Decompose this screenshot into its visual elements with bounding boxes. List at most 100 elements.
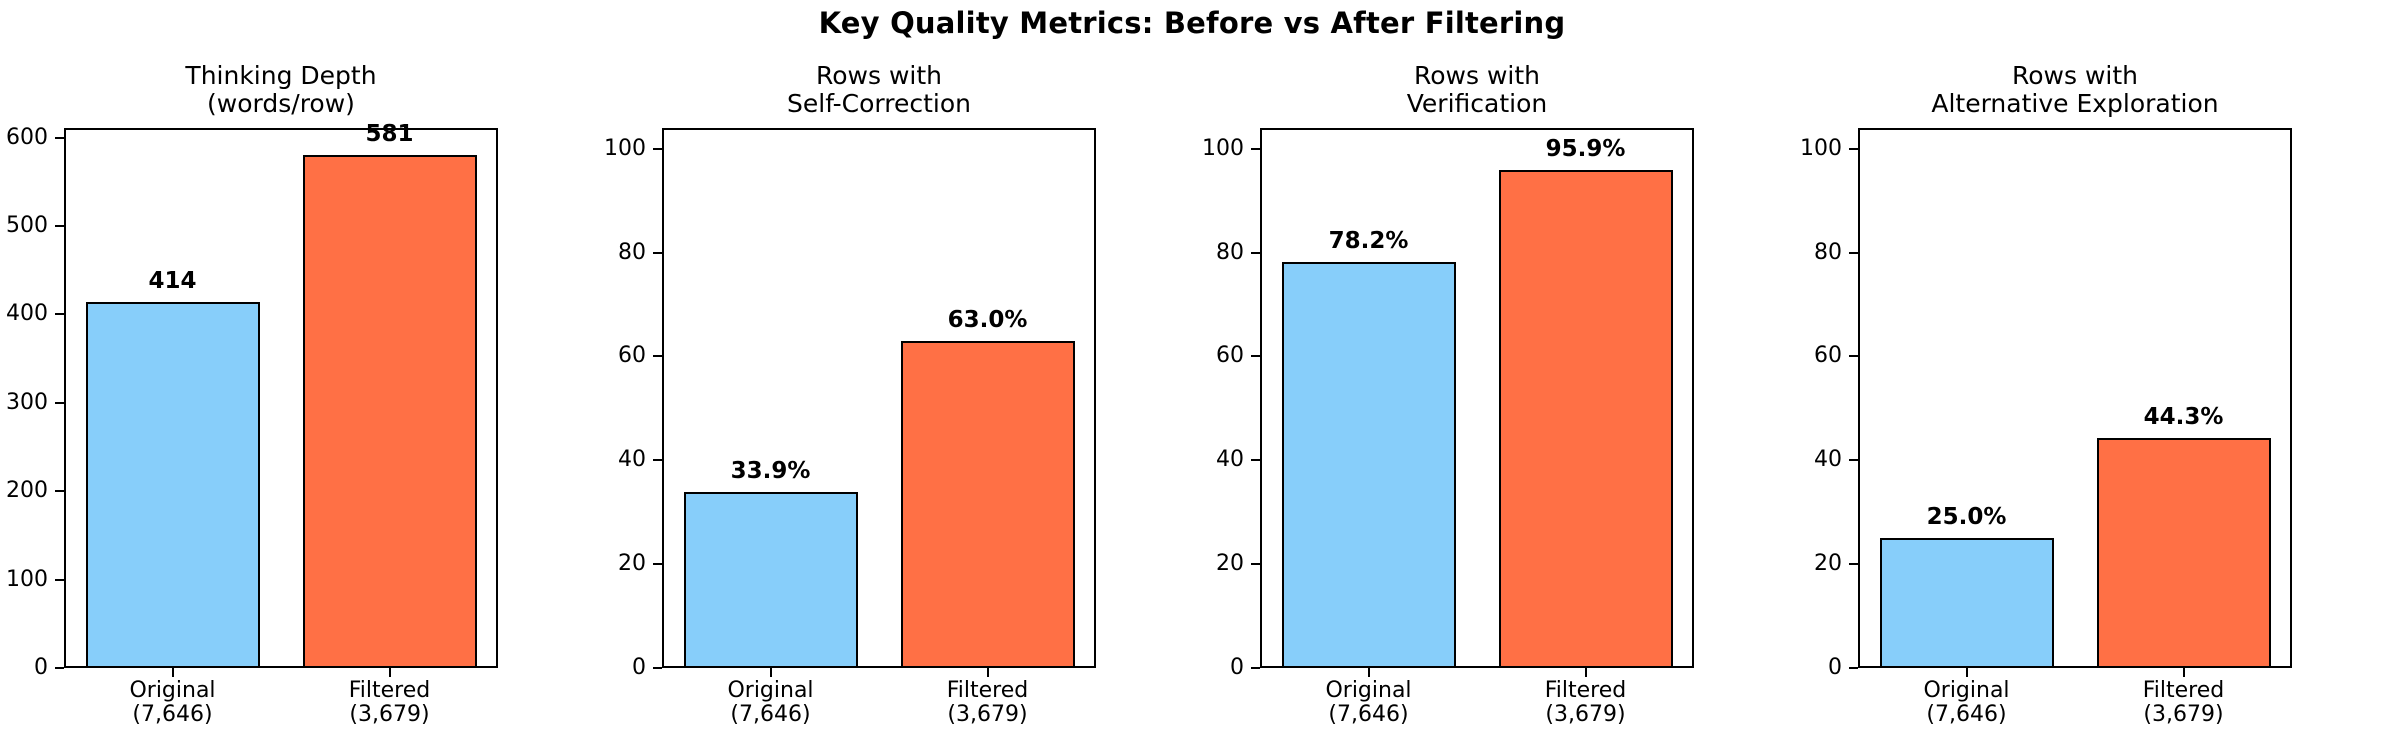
y-tick-label: 0 [1230,655,1244,680]
y-tick-label: 60 [1216,343,1244,369]
x-tick-mark [388,668,391,677]
bar-filtered [901,341,1075,668]
y-tick-label: 40 [1814,447,1842,473]
category-label-count: (7,646) [132,702,213,727]
y-tick-label: 80 [618,239,646,265]
subplot-title: Rows with Verification [1200,62,1754,118]
subplot-title: Thinking Depth (words/row) [4,62,558,118]
y-tick-mark [55,667,64,669]
category-label-name: Original [1923,678,2010,703]
bar-value-label: 414 [148,268,197,295]
category-label-count: (3,679) [947,702,1028,727]
y-tick-label: 0 [1828,655,1842,680]
bar-value-label: 581 [365,120,414,147]
subplot-title-line: Rows with [815,61,942,90]
x-tick-mark [1367,668,1370,677]
subplot-title: Rows with Alternative Exploration [1798,62,2352,118]
y-tick-label: 80 [1814,239,1842,265]
x-tick-mark [1584,668,1587,677]
y-tick-label: 40 [618,447,646,473]
y-tick-label: 100 [1202,135,1244,161]
category-label-count: (3,679) [349,702,430,727]
y-tick-mark [1849,355,1858,358]
x-tick-mark [171,668,174,677]
subplot-title-line: Rows with [1413,61,1540,90]
y-tick-mark [1251,355,1260,358]
y-tick-mark [55,578,64,581]
category-label-name: Filtered [2142,678,2225,703]
bar-original [684,492,858,668]
y-tick-mark [55,225,64,228]
y-tick-label: 100 [604,135,646,161]
y-tick-mark [653,563,662,566]
y-tick-mark [1849,459,1858,462]
y-tick-mark [1251,667,1260,669]
bar-filtered [1499,170,1673,668]
y-tick-label: 20 [618,551,646,577]
y-tick-label: 40 [1216,447,1244,473]
category-label: Original (7,646) [1857,679,2077,727]
bar-value-label: 33.9% [730,457,811,484]
y-tick-mark [1849,251,1858,254]
bar-original [86,302,260,668]
category-label-count: (7,646) [1328,702,1409,727]
y-tick-label: 500 [6,213,48,239]
category-label-count: (3,679) [2143,702,2224,727]
subplot-title-line: (words/row) [207,89,355,118]
category-label-name: Original [727,678,814,703]
y-tick-label: 200 [6,478,48,504]
y-tick-label: 0 [34,655,48,680]
y-tick-label: 600 [6,124,48,150]
category-label-name: Filtered [1544,678,1627,703]
subplot-title-line: Rows with [2011,61,2138,90]
y-tick-mark [653,147,662,150]
y-tick-mark [55,313,64,316]
y-tick-mark [1251,459,1260,462]
subplot-title: Rows with Self-Correction [602,62,1156,118]
bar-value-label: 44.3% [2143,403,2224,430]
y-tick-mark [653,355,662,358]
category-label: Original (7,646) [1259,679,1479,727]
bar-original [1880,538,2054,668]
category-label-count: (7,646) [1926,702,2007,727]
bar-value-label: 25.0% [1926,504,2007,531]
y-tick-label: 80 [1216,239,1244,265]
y-tick-mark [653,667,662,669]
y-tick-mark [1849,667,1858,669]
y-tick-label: 20 [1814,551,1842,577]
category-label-name: Original [129,678,216,703]
y-tick-mark [653,251,662,254]
subplot-title-line: Thinking Depth [185,61,377,90]
y-tick-mark [1849,147,1858,150]
category-label: Original (7,646) [661,679,881,727]
figure-title: Key Quality Metrics: Before vs After Fil… [818,6,1566,40]
category-label-count: (3,679) [1545,702,1626,727]
subplot-title-line: Self-Correction [787,89,971,118]
y-tick-label: 60 [1814,343,1842,369]
y-tick-mark [653,459,662,462]
y-tick-mark [55,401,64,404]
x-tick-mark [769,668,772,677]
category-label: Filtered (3,679) [280,679,500,727]
bar-filtered [2097,438,2271,668]
category-label-count: (7,646) [730,702,811,727]
y-tick-mark [55,136,64,139]
y-tick-mark [55,490,64,493]
subplot-title-line: Alternative Exploration [1931,89,2219,118]
x-tick-mark [2182,668,2185,677]
y-tick-mark [1251,251,1260,254]
y-tick-label: 20 [1216,551,1244,577]
bar-filtered [303,155,477,668]
y-tick-mark [1251,147,1260,150]
bar-value-label: 95.9% [1545,136,1626,163]
y-tick-mark [1849,563,1858,566]
subplot-title-line: Verification [1406,89,1548,118]
bar-value-label: 78.2% [1328,227,1409,254]
bar-value-label: 63.0% [947,306,1028,333]
category-label: Filtered (3,679) [1476,679,1696,727]
y-tick-mark [1251,563,1260,566]
category-label: Original (7,646) [63,679,283,727]
category-label: Filtered (3,679) [878,679,1098,727]
y-tick-label: 400 [6,301,48,327]
